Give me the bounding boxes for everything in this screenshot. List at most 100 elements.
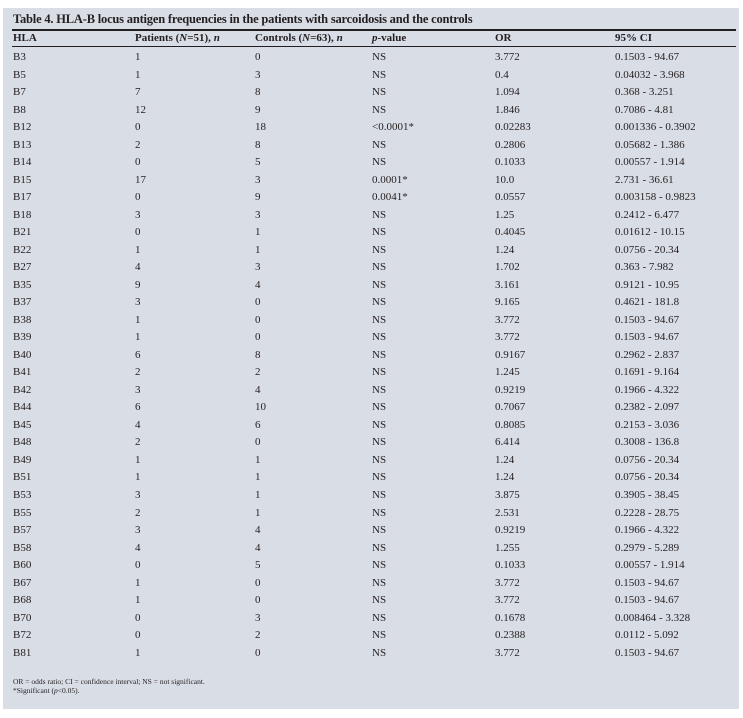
cell-controls: 0 <box>255 51 261 63</box>
cell-or: 1.25 <box>495 208 515 221</box>
cell-or: 1.24 <box>495 243 515 256</box>
header-patients-N: N <box>179 32 188 44</box>
cell-p-value: NS <box>372 489 387 501</box>
table-row: B81 1 0 NS 3.772 0.1503 - 94.67 <box>13 647 733 664</box>
cell-ci: 0.01612 - 10.15 <box>615 226 685 239</box>
cell-p-value: NS <box>372 401 387 414</box>
table-row: B41 2 2 NS 1.245 0.1691 - 9.164 <box>13 366 733 383</box>
cell-or: 0.0557 <box>495 191 526 204</box>
header-patients-n: n <box>213 32 220 44</box>
cell-controls: 3 <box>255 208 261 221</box>
cell-or: 3.772 <box>495 576 520 589</box>
cell-hla: B53 <box>13 489 32 501</box>
footnote-abbreviations: OR = odds ratio; CI = confidence interva… <box>13 677 205 686</box>
cell-ci: 0.00557 - 1.914 <box>615 559 685 572</box>
cell-hla: B57 <box>13 524 32 537</box>
cell-hla: B58 <box>13 541 32 554</box>
cell-ci: 0.2412 - 6.477 <box>615 208 680 221</box>
table-row: B70 0 3 NS 0.1678 0.008464 - 3.328 <box>13 612 733 629</box>
cell-hla: B15 <box>13 173 32 186</box>
cell-ci: 0.2962 - 2.837 <box>615 348 680 361</box>
table-row: B8 12 9 NS 1.846 0.7086 - 4.81 <box>13 104 733 121</box>
cell-hla: B21 <box>13 226 32 239</box>
table-row: B22 1 1 NS 1.24 0.0756 - 20.34 <box>13 244 733 261</box>
cell-controls: 5 <box>255 156 261 169</box>
cell-p-value: <0.0001* <box>372 121 414 134</box>
table-row: B58 4 4 NS 1.255 0.2979 - 5.289 <box>13 542 733 559</box>
cell-controls: 8 <box>255 348 261 361</box>
cell-p-value: 0.0001* <box>372 173 408 186</box>
cell-or: 3.772 <box>495 331 520 344</box>
cell-ci: 0.368 - 3.251 <box>615 86 674 99</box>
cell-ci: 0.1966 - 4.322 <box>615 383 680 396</box>
cell-controls: 6 <box>255 418 261 431</box>
cell-or: 3.772 <box>495 51 520 63</box>
cell-controls: 8 <box>255 138 261 151</box>
cell-hla: B12 <box>13 121 32 134</box>
title-rule <box>12 29 736 31</box>
cell-patients: 12 <box>135 103 146 116</box>
cell-p-value: NS <box>372 646 387 659</box>
table-row: B40 6 8 NS 0.9167 0.2962 - 2.837 <box>13 349 733 366</box>
cell-patients: 4 <box>135 418 141 431</box>
header-p-rest: -value <box>377 32 407 44</box>
cell-p-value: NS <box>372 524 387 537</box>
cell-hla: B44 <box>13 401 32 414</box>
table-row: B72 0 2 NS 0.2388 0.0112 - 5.092 <box>13 629 733 646</box>
cell-controls: 0 <box>255 594 261 607</box>
cell-p-value: NS <box>372 383 387 396</box>
header-controls: Controls (N=63), n <box>255 32 343 44</box>
header-rule <box>12 46 736 47</box>
cell-p-value: NS <box>372 86 387 99</box>
cell-or: 0.4045 <box>495 226 526 239</box>
cell-or: 6.414 <box>495 436 520 449</box>
cell-controls: 9 <box>255 191 261 204</box>
cell-controls: 1 <box>255 506 261 519</box>
cell-hla: B5 <box>13 68 26 81</box>
cell-p-value: NS <box>372 226 387 239</box>
cell-or: 1.24 <box>495 453 515 466</box>
cell-or: 2.531 <box>495 506 520 519</box>
cell-controls: 9 <box>255 103 261 116</box>
cell-hla: B22 <box>13 243 32 256</box>
cell-p-value: NS <box>372 436 387 449</box>
cell-ci: 0.1503 - 94.67 <box>615 51 680 63</box>
cell-controls: 1 <box>255 471 261 484</box>
cell-p-value: NS <box>372 278 387 291</box>
cell-p-value: NS <box>372 243 387 256</box>
cell-controls: 5 <box>255 559 261 572</box>
cell-controls: 3 <box>255 261 261 274</box>
header-controls-N: N <box>302 32 311 44</box>
header-p: p <box>372 32 378 44</box>
cell-p-value: NS <box>372 418 387 431</box>
cell-patients: 2 <box>135 366 141 379</box>
table-row: B44 6 10 NS 0.7067 0.2382 - 2.097 <box>13 401 733 418</box>
cell-or: 3.772 <box>495 594 520 607</box>
table-row: B49 1 1 NS 1.24 0.0756 - 20.34 <box>13 454 733 471</box>
cell-controls: 4 <box>255 524 261 537</box>
table-row: B18 3 3 NS 1.25 0.2412 - 6.477 <box>13 209 733 226</box>
cell-controls: 3 <box>255 173 261 186</box>
cell-or: 0.8085 <box>495 418 526 431</box>
table-row: B35 9 4 NS 3.161 0.9121 - 10.95 <box>13 279 733 296</box>
cell-or: 0.1033 <box>495 559 526 572</box>
cell-or: 1.846 <box>495 103 520 116</box>
cell-or: 1.255 <box>495 541 520 554</box>
cell-controls: 3 <box>255 68 261 81</box>
cell-ci: 0.1691 - 9.164 <box>615 366 680 379</box>
cell-or: 3.875 <box>495 489 520 501</box>
cell-ci: 0.0756 - 20.34 <box>615 471 680 484</box>
cell-ci: 0.0112 - 5.092 <box>615 629 679 642</box>
cell-ci: 0.7086 - 4.81 <box>615 103 674 116</box>
footnote-sig-pre: *Significant ( <box>13 686 55 695</box>
table-row: B55 2 1 NS 2.531 0.2228 - 28.75 <box>13 507 733 524</box>
cell-or: 1.702 <box>495 261 520 274</box>
cell-controls: 18 <box>255 121 266 134</box>
cell-ci: 0.3008 - 136.8 <box>615 436 680 449</box>
cell-controls: 4 <box>255 541 261 554</box>
cell-controls: 0 <box>255 331 261 344</box>
cell-hla: B51 <box>13 471 32 484</box>
cell-patients: 1 <box>135 68 141 81</box>
header-controls-n: n <box>336 32 343 44</box>
cell-or: 0.02283 <box>495 121 531 134</box>
